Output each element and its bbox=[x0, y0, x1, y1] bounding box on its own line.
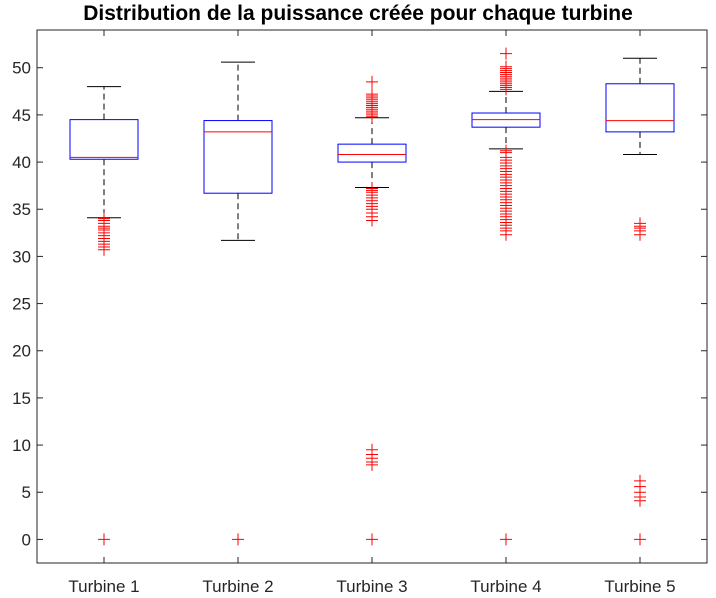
y-tick-label: 0 bbox=[22, 530, 31, 549]
box-group-3 bbox=[337, 75, 407, 546]
box-group-2 bbox=[203, 61, 273, 546]
x-tick-label: Turbine 2 bbox=[202, 577, 273, 596]
outlier-marker bbox=[366, 533, 378, 546]
outlier-marker bbox=[634, 533, 646, 546]
x-tick-label: Turbine 1 bbox=[68, 577, 139, 596]
outlier-marker bbox=[500, 47, 512, 60]
box-group-1 bbox=[69, 86, 139, 546]
outlier-marker bbox=[366, 214, 378, 227]
x-tick-label: Turbine 3 bbox=[336, 577, 407, 596]
outlier-marker bbox=[500, 83, 512, 96]
outlier-marker bbox=[366, 458, 378, 471]
outlier-marker bbox=[500, 533, 512, 546]
outlier-marker bbox=[232, 533, 244, 546]
y-tick-label: 40 bbox=[12, 153, 31, 172]
y-tick-label: 10 bbox=[12, 436, 31, 455]
box-group-5 bbox=[605, 57, 675, 546]
x-tick-label: Turbine 4 bbox=[470, 577, 541, 596]
box bbox=[337, 143, 407, 163]
box-group-4 bbox=[471, 47, 541, 546]
outlier-marker bbox=[634, 494, 646, 507]
box bbox=[203, 120, 273, 194]
tick-labels: 0 5 10 15 20 25 30 35 40 45 50 Turbine 1 Turbine 2 Tu… bbox=[12, 59, 676, 596]
outlier-marker bbox=[366, 75, 378, 88]
box bbox=[605, 83, 675, 133]
y-tick-label: 25 bbox=[12, 295, 31, 314]
y-tick-label: 35 bbox=[12, 200, 31, 219]
outlier-marker bbox=[98, 533, 110, 546]
outlier-marker bbox=[98, 243, 110, 256]
y-tick-label: 30 bbox=[12, 247, 31, 266]
y-tick-label: 15 bbox=[12, 389, 31, 408]
boxes bbox=[69, 47, 675, 546]
x-tick-label: Turbine 5 bbox=[604, 577, 675, 596]
y-tick-label: 5 bbox=[22, 483, 31, 502]
y-tick-label: 20 bbox=[12, 342, 31, 361]
outlier-marker bbox=[500, 228, 512, 241]
outlier-marker bbox=[634, 228, 646, 241]
chart-title: Distribution de la puissance créée pour … bbox=[83, 2, 633, 25]
box bbox=[69, 119, 139, 160]
y-tick-label: 50 bbox=[12, 59, 31, 78]
y-tick-label: 45 bbox=[12, 106, 31, 125]
outlier-marker bbox=[366, 110, 378, 123]
axes bbox=[36, 29, 708, 564]
